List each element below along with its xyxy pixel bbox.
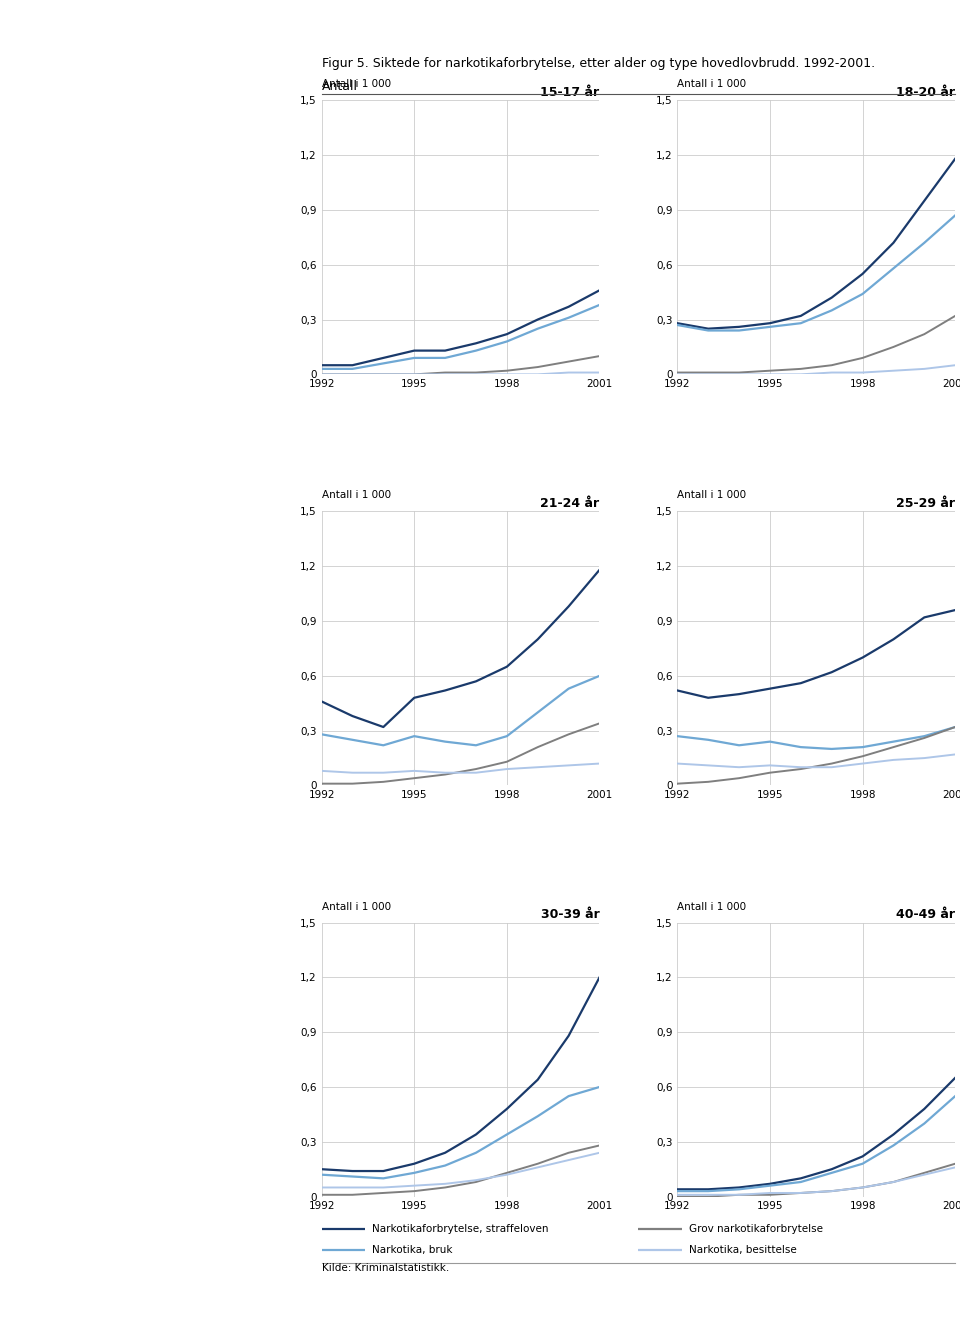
Text: Narkotika, besittelse: Narkotika, besittelse bbox=[689, 1245, 797, 1255]
Text: Antall: Antall bbox=[322, 80, 357, 94]
Text: Grov narkotikaforbrytelse: Grov narkotikaforbrytelse bbox=[689, 1223, 824, 1234]
Text: Antall i 1 000: Antall i 1 000 bbox=[322, 491, 391, 500]
Text: Antall i 1 000: Antall i 1 000 bbox=[322, 79, 391, 90]
Text: Antall i 1 000: Antall i 1 000 bbox=[678, 491, 747, 500]
Text: Figur 5. Siktede for narkotikaforbrytelse, etter alder og type hovedlovbrudd. 19: Figur 5. Siktede for narkotikaforbrytels… bbox=[322, 57, 875, 71]
Text: 30-39 år: 30-39 år bbox=[540, 908, 599, 921]
Text: Narkotikaforbrytelse, straffeloven: Narkotikaforbrytelse, straffeloven bbox=[372, 1223, 549, 1234]
Text: 21-24 år: 21-24 år bbox=[540, 497, 599, 511]
Text: Antall i 1 000: Antall i 1 000 bbox=[678, 79, 747, 90]
Text: Narkotika, bruk: Narkotika, bruk bbox=[372, 1245, 453, 1255]
Text: Antall i 1 000: Antall i 1 000 bbox=[678, 901, 747, 912]
Text: Kilde: Kriminalstatistikk.: Kilde: Kriminalstatistikk. bbox=[322, 1263, 449, 1273]
Text: Antall i 1 000: Antall i 1 000 bbox=[322, 901, 391, 912]
Text: 18-20 år: 18-20 år bbox=[897, 86, 955, 99]
Text: 15-17 år: 15-17 år bbox=[540, 86, 599, 99]
Text: 25-29 år: 25-29 år bbox=[897, 497, 955, 511]
Text: 40-49 år: 40-49 år bbox=[897, 908, 955, 921]
